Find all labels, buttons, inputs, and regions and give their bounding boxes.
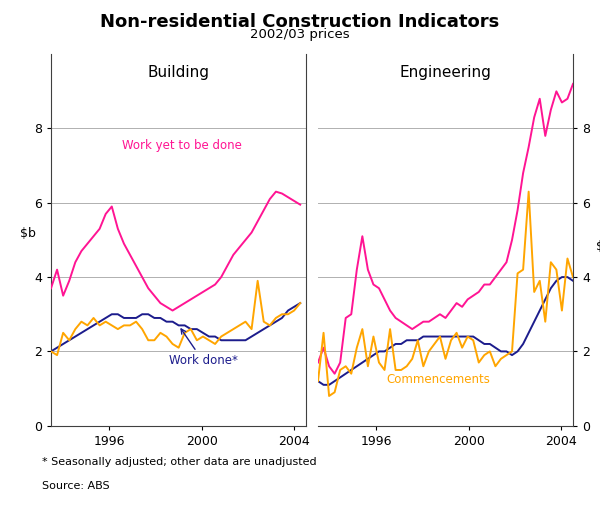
Text: Work done*: Work done* xyxy=(169,329,238,367)
Text: Non-residential Construction Indicators: Non-residential Construction Indicators xyxy=(100,13,500,31)
Text: 2002/03 prices: 2002/03 prices xyxy=(250,28,350,41)
Text: Engineering: Engineering xyxy=(400,66,491,80)
Text: Building: Building xyxy=(148,66,209,80)
Text: * Seasonally adjusted; other data are unadjusted: * Seasonally adjusted; other data are un… xyxy=(42,457,317,466)
Text: Work yet to be done: Work yet to be done xyxy=(122,139,242,152)
Y-axis label: $b: $b xyxy=(596,240,600,253)
Y-axis label: $b: $b xyxy=(20,227,37,240)
Text: Commencements: Commencements xyxy=(387,373,491,386)
Text: Source: ABS: Source: ABS xyxy=(42,481,110,491)
